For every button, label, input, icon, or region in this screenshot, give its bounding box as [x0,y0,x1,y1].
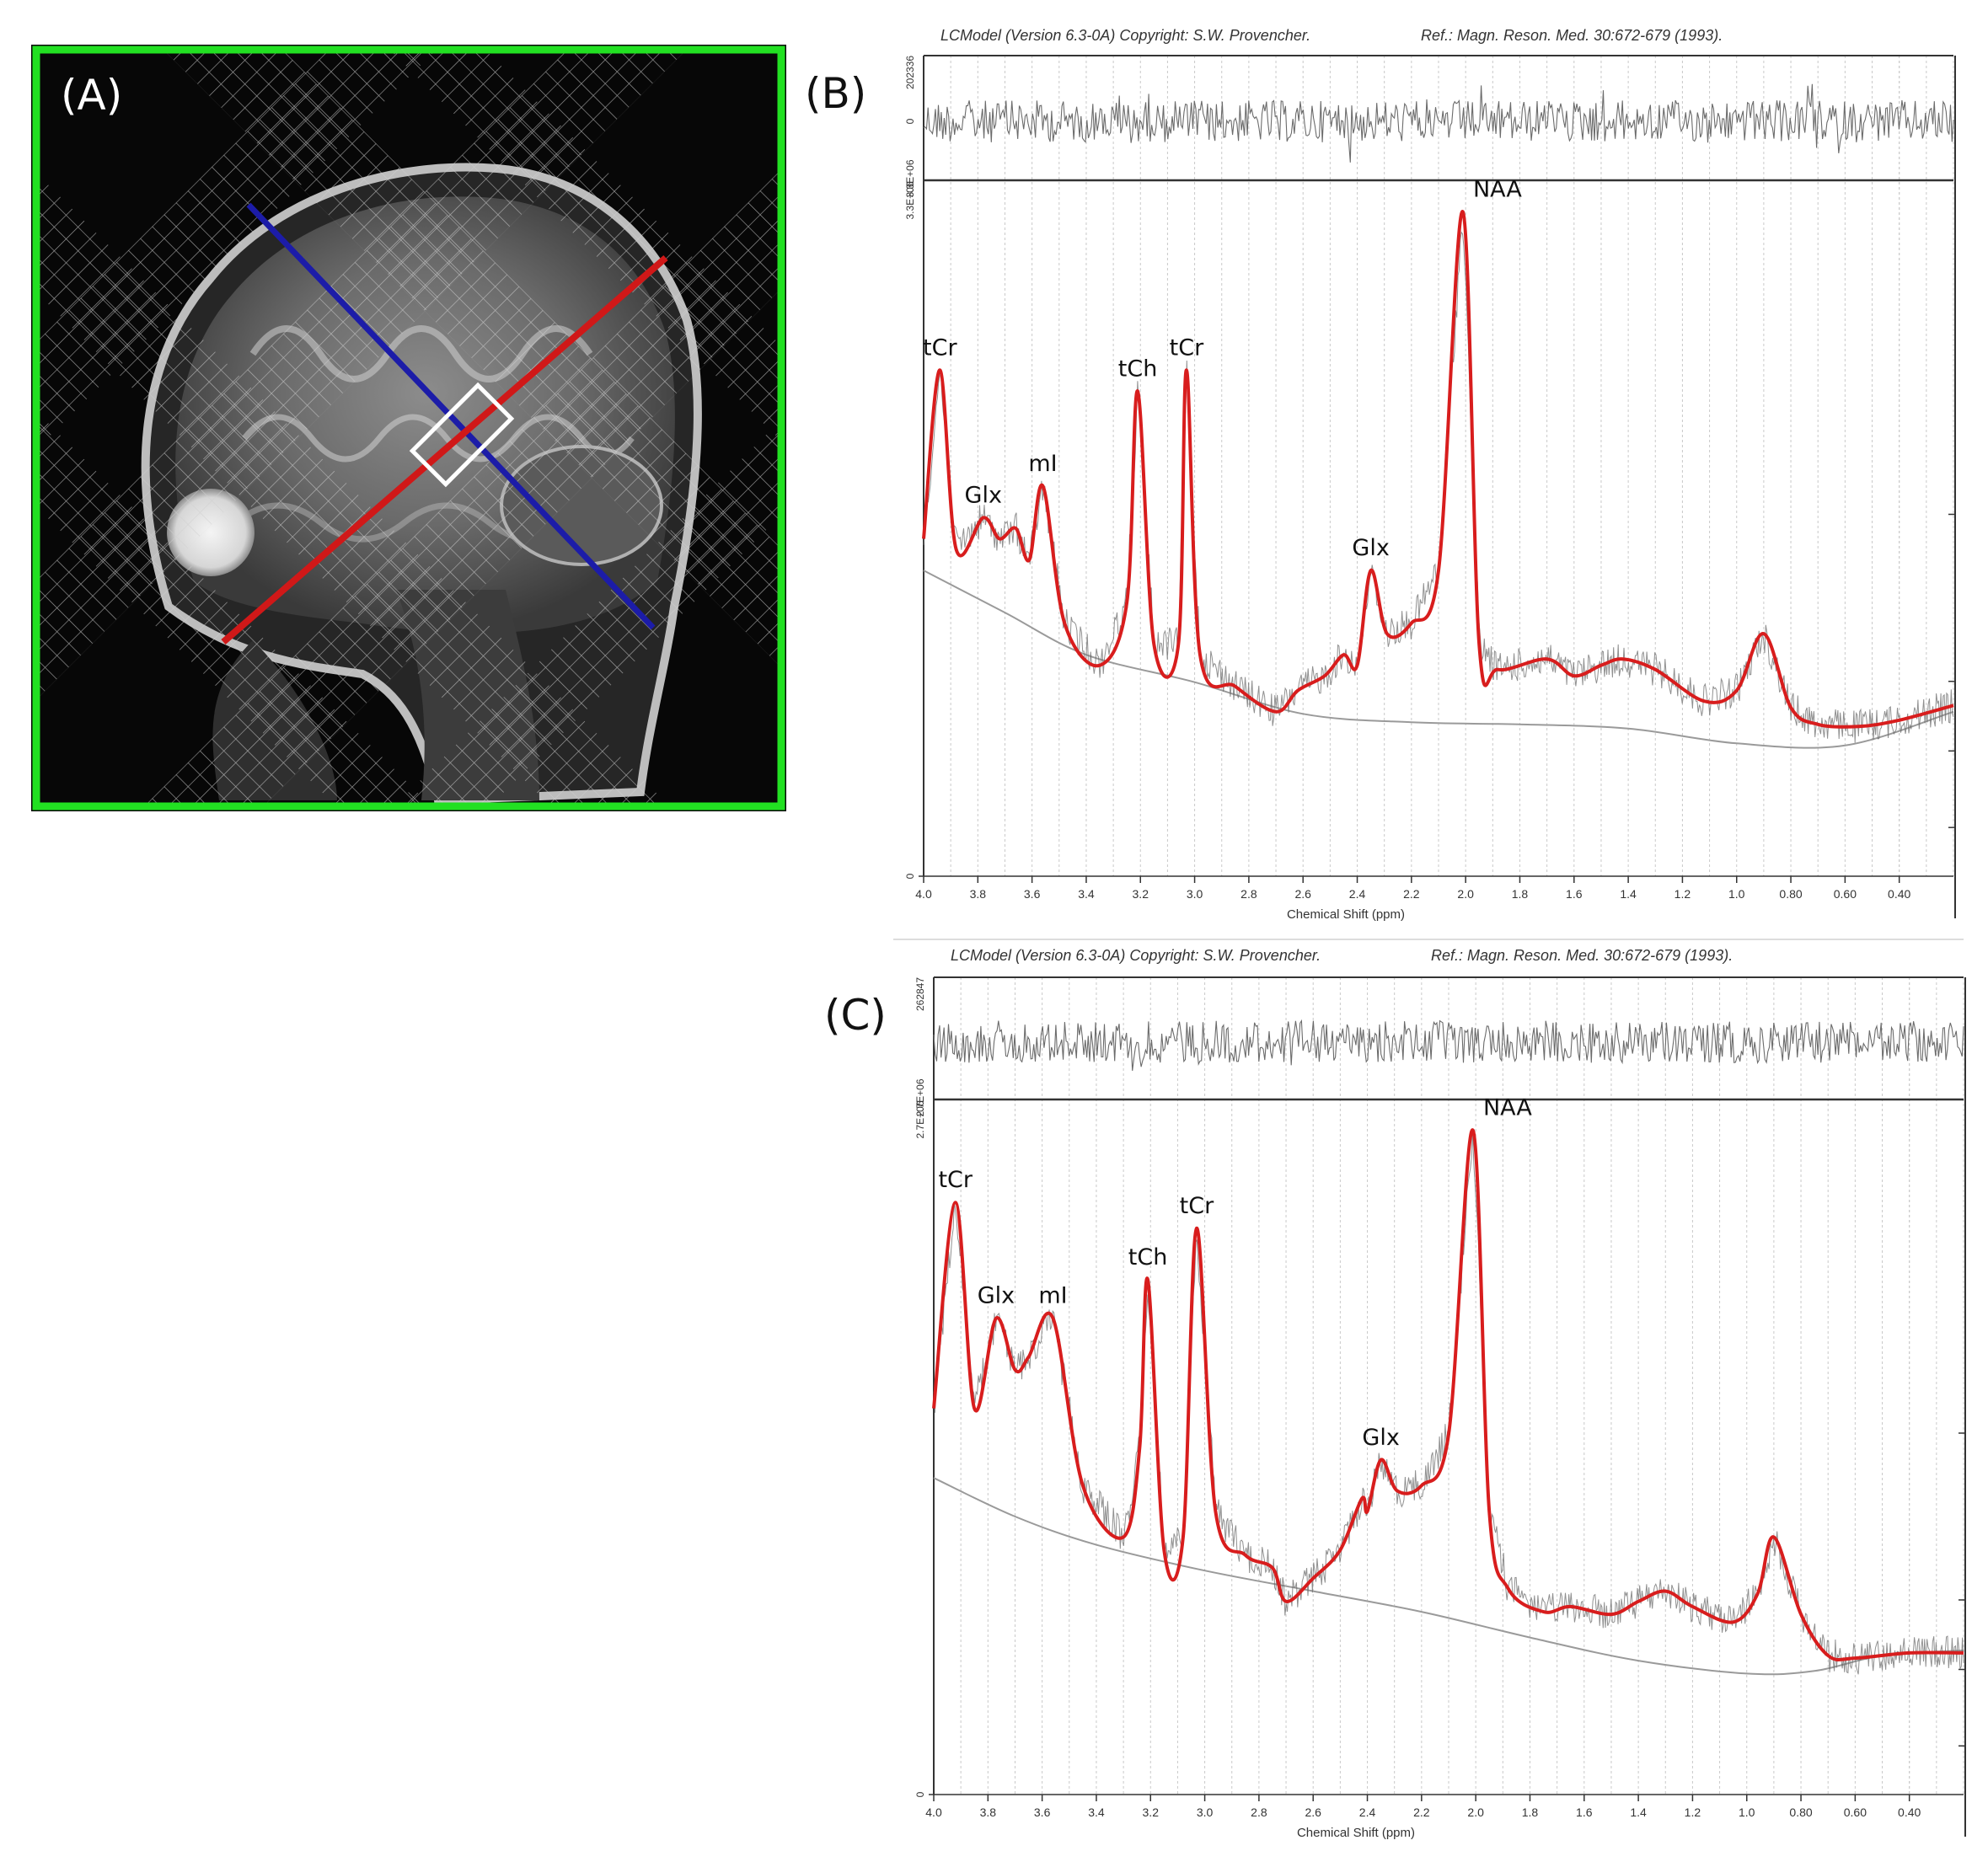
x-axis-title: Chemical Shift (ppm) [1297,1826,1415,1840]
residual-tick-label: 0 [904,118,916,124]
x-tick-label: 1.8 [1522,1805,1539,1819]
peak-label-tcr: tCr [938,1167,973,1193]
x-tick-label: 2.6 [1305,1805,1321,1819]
x-tick-label: 3.8 [980,1805,997,1819]
lcmodel-header: LCModel (Version 6.3-0A) Copyright: S.W.… [951,947,1321,964]
peak-label-tcr: tCr [923,334,957,361]
x-tick-label: 0.80 [1789,1805,1812,1819]
x-tick-label: 1.0 [1728,887,1745,901]
residual-tick-label: 202336 [904,56,916,89]
residual-trace [933,1019,1964,1071]
x-tick-label: 4.0 [915,887,932,901]
x-tick-label: 4.0 [925,1805,942,1819]
x-tick-label: 1.2 [1685,1805,1701,1819]
x-tick-label: 3.0 [1197,1805,1214,1819]
x-axis-title: Chemical Shift (ppm) [1287,907,1405,922]
panel-label-a: (A) [61,71,122,120]
grid-lines [923,56,1954,876]
residual-tick-label: 3.3E+06 [904,159,916,197]
peak-label-glx: Glx [1362,1425,1399,1451]
x-tick-label: 3.8 [970,887,987,901]
x-tick-label: 0.40 [1888,887,1910,901]
x-tick-label: 3.4 [1088,1805,1105,1819]
peak-label-glx: Glx [978,1283,1015,1309]
peak-label-naa: NAA [1473,177,1522,203]
saturation-bands [37,51,780,805]
x-tick-label: 0.40 [1898,1805,1921,1819]
x-tick-label: 2.2 [1413,1805,1430,1819]
peak-label-tch: tCh [1128,1244,1168,1271]
x-tick-label: 2.8 [1251,1805,1267,1819]
baseline-curve [933,1477,1964,1676]
y-tick-label: 0 [904,873,916,879]
x-tick-label: 2.0 [1467,1805,1484,1819]
x-tick-label: 3.2 [1143,1805,1160,1819]
mri-panel: (A) [31,45,786,811]
x-tick-label: 1.6 [1576,1805,1593,1819]
x-tick-label: 0.60 [1834,887,1857,901]
fit-curve [922,210,1954,729]
peak-label-glx: Glx [1352,535,1389,561]
panel-label-c: (C) [824,991,887,1040]
peak-label-tcr: tCr [1180,1193,1214,1219]
red-slice-line [221,254,668,645]
x-tick-label: 2.4 [1349,887,1366,901]
x-tick-label: 1.0 [1739,1805,1755,1819]
peak-label-tch: tCh [1118,356,1158,382]
reference-header: Ref.: Magn. Reson. Med. 30:672-679 (1993… [1431,947,1733,964]
residual-tick-label: 262847 [914,977,926,1011]
mri-green-border [32,45,785,810]
peak-label-mi: mI [1038,1283,1067,1309]
x-tick-label: 3.6 [1024,887,1041,901]
y-tick-label: 2.7E+06 [914,1100,926,1138]
peak-label-tcr: tCr [1170,334,1204,361]
blue-slice-line [246,202,656,630]
panel-label-b: (B) [805,69,866,118]
reference-header: Ref.: Magn. Reson. Med. 30:672-679 (1993… [1421,27,1723,44]
x-tick-label: 1.8 [1512,887,1529,901]
spectrum-panel-c: LCModel (Version 6.3-0A) Copyright: S.W.… [914,947,1966,1840]
lcmodel-header: LCModel (Version 6.3-0A) Copyright: S.W.… [940,27,1310,44]
baseline-curve [923,570,1954,749]
y-tick-label: 0 [914,1791,926,1797]
peak-label-naa: NAA [1483,1095,1532,1121]
voxel-box [409,382,515,488]
x-tick-label: 2.2 [1403,887,1420,901]
spectrum-panel-b: LCModel (Version 6.3-0A) Copyright: S.W.… [904,27,1956,922]
residual-trace [923,83,1954,163]
fit-curve [932,1128,1964,1661]
x-tick-label: 3.0 [1187,887,1203,901]
x-tick-label: 0.60 [1844,1805,1867,1819]
x-tick-label: 3.2 [1133,887,1149,901]
mri-image [37,51,780,805]
x-tick-label: 0.80 [1779,887,1802,901]
x-tick-label: 1.4 [1620,887,1637,901]
x-tick-label: 2.0 [1457,887,1474,901]
x-tick-label: 3.6 [1034,1805,1051,1819]
x-tick-label: 2.6 [1294,887,1311,901]
x-tick-label: 2.8 [1240,887,1257,901]
x-tick-label: 1.4 [1630,1805,1647,1819]
x-tick-label: 2.4 [1359,1805,1376,1819]
x-tick-label: 3.4 [1078,887,1095,901]
peak-label-glx: Glx [965,482,1002,508]
x-tick-label: 1.6 [1566,887,1583,901]
residual-tick-label: 2.7E+06 [914,1078,926,1116]
peak-label-mi: mI [1028,451,1057,477]
y-tick-label: 3.3E+06 [904,181,916,219]
x-tick-label: 1.2 [1675,887,1691,901]
